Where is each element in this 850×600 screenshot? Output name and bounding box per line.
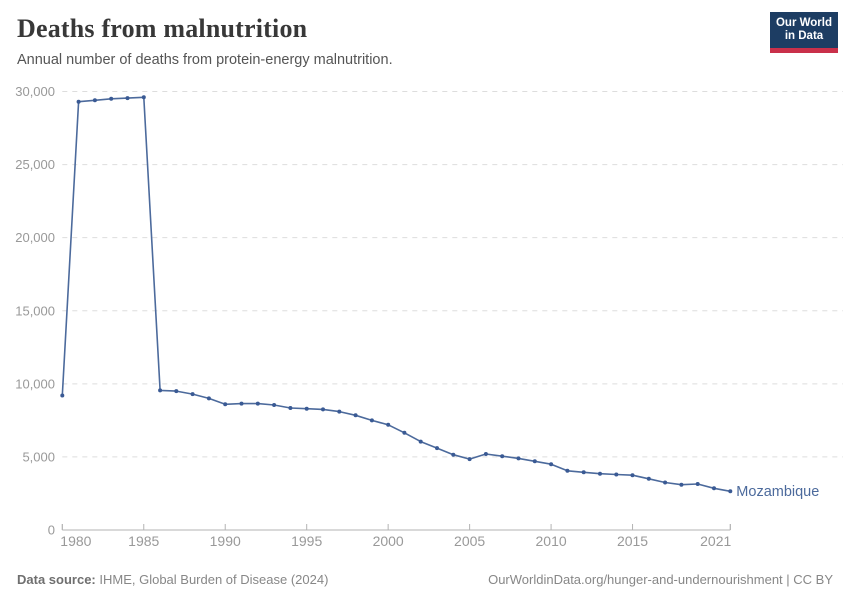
data-point[interactable] [728,489,733,494]
data-point[interactable] [451,452,456,457]
x-axis-label: 1995 [291,533,322,548]
data-point[interactable] [581,470,586,475]
data-source-label: Data source: [17,572,96,587]
data-point[interactable] [272,403,277,407]
x-axis-label: 2010 [536,533,567,548]
data-point[interactable] [565,468,570,473]
data-point[interactable] [60,393,65,398]
owid-logo: Our World in Data [770,12,838,53]
x-axis-label: 2000 [373,533,404,548]
chart-footer: Data source: IHME, Global Burden of Dise… [0,572,850,590]
data-point[interactable] [369,418,374,423]
data-point[interactable] [630,473,635,478]
data-point[interactable] [386,422,391,427]
data-point[interactable] [223,402,228,407]
data-point[interactable] [467,457,472,462]
data-point[interactable] [92,98,97,103]
owid-logo-line1: Our World [775,17,832,29]
data-point[interactable] [337,409,342,414]
owid-url-link[interactable]: OurWorldinData.org/hunger-and-undernouri… [488,572,833,587]
data-point[interactable] [158,388,163,393]
data-point[interactable] [614,472,619,477]
data-point[interactable] [402,430,407,435]
y-axis-label: 0 [48,523,55,538]
data-point[interactable] [255,401,260,406]
data-source-text: IHME, Global Burden of Disease (2024) [95,572,329,587]
data-point[interactable] [695,482,700,486]
y-axis-label: 10,000 [15,376,55,391]
x-axis-label: 2005 [454,533,485,548]
data-point[interactable] [532,459,537,464]
data-point[interactable] [679,482,684,487]
data-point[interactable] [76,99,81,104]
y-axis-label: 30,000 [15,84,55,99]
x-axis-label: 1980 [60,533,91,548]
data-point[interactable] [500,454,505,459]
data-point[interactable] [304,406,309,411]
y-axis-label: 25,000 [15,157,55,172]
x-axis-label: 1990 [210,533,241,548]
x-axis-label: 2021 [700,533,731,548]
data-source-note: Data source: IHME, Global Burden of Dise… [17,572,328,587]
page-title: Deaths from malnutrition [17,14,308,43]
data-point[interactable] [141,95,146,100]
data-point[interactable] [353,413,358,418]
data-point[interactable] [206,396,211,401]
y-axis-label: 5,000 [22,449,55,464]
data-point[interactable] [598,471,602,476]
data-point[interactable] [109,96,114,101]
data-point[interactable] [646,476,651,481]
data-point[interactable] [663,480,668,485]
data-point[interactable] [239,401,244,406]
data-point[interactable] [125,96,130,101]
data-point[interactable] [483,452,488,456]
data-point[interactable] [174,389,179,394]
data-point[interactable] [418,439,423,444]
data-point[interactable] [516,456,521,461]
chart-subtitle: Annual number of deaths from protein-ene… [17,52,393,68]
data-point[interactable] [435,446,439,451]
y-axis-label: 20,000 [15,230,55,245]
data-point[interactable] [288,406,293,410]
series-label-mozambique[interactable]: Mozambique [736,484,819,500]
owid-logo-line2: in Data [784,30,824,42]
data-point[interactable] [190,392,195,397]
x-axis-label: 1985 [128,533,159,548]
y-axis-label: 15,000 [15,303,55,318]
x-axis-label: 2015 [617,533,648,548]
data-point[interactable] [549,462,554,467]
line-chart-canvas[interactable]: 0 5,000 10,000 15,000 20,000 25,000 30,000 1980… [0,78,850,548]
data-point[interactable] [321,407,325,412]
data-point[interactable] [712,486,716,491]
series-line-mozambique [61,96,731,493]
